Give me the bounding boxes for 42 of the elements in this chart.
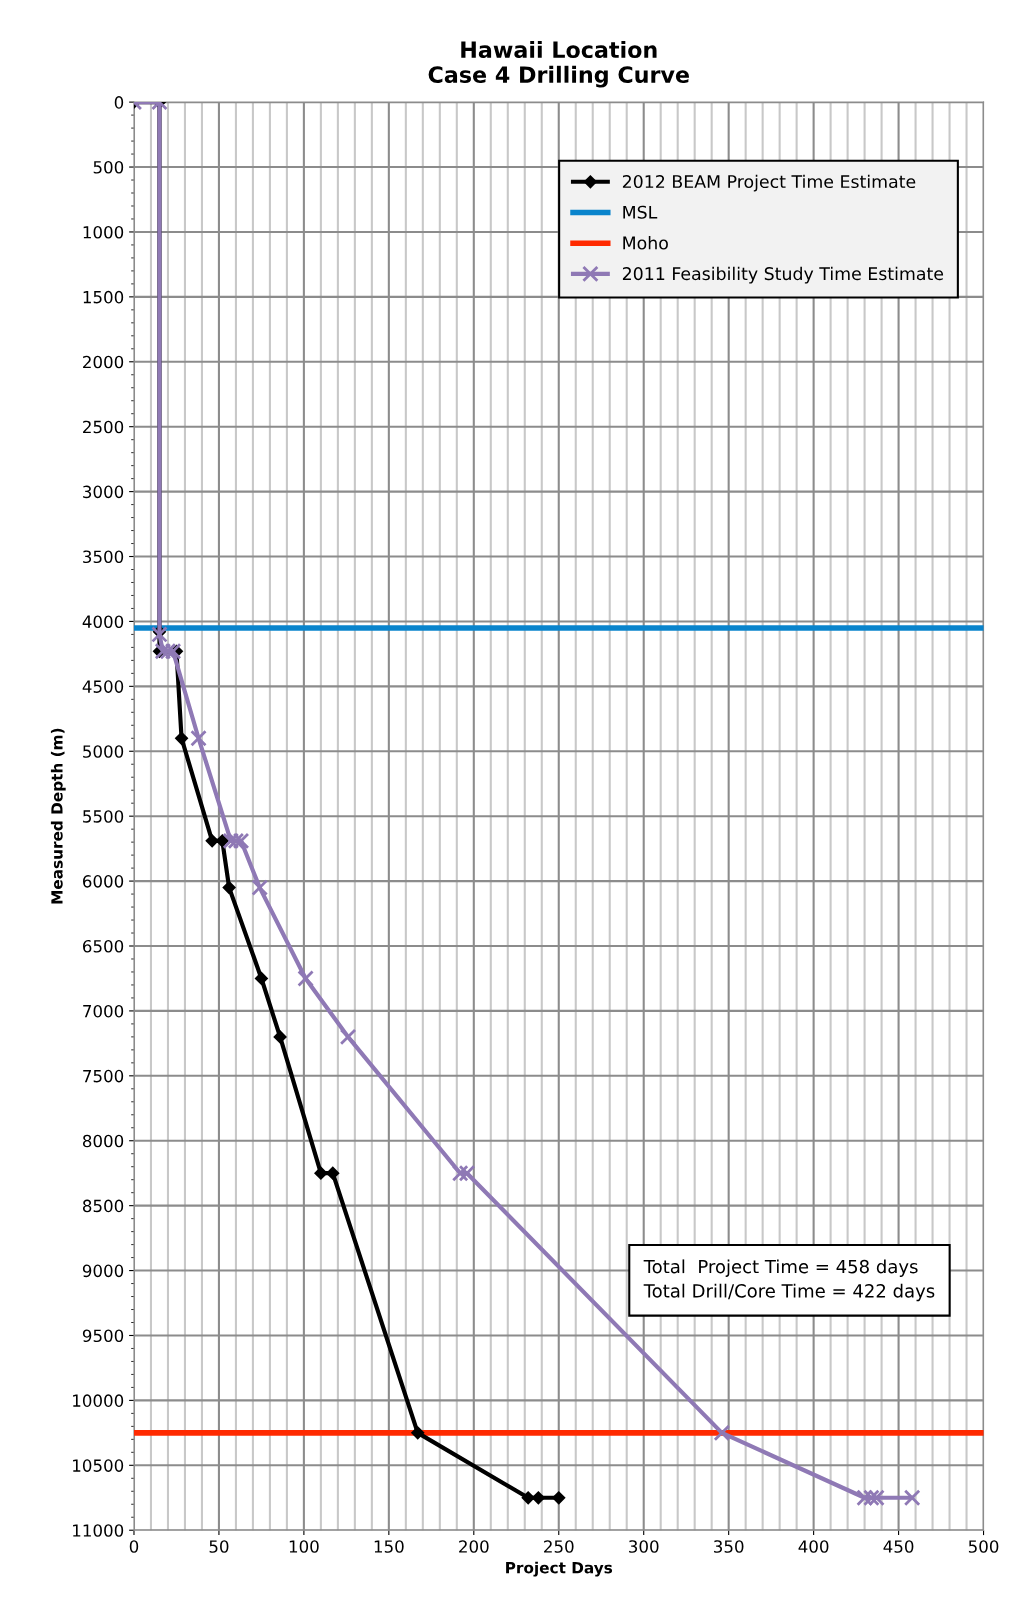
legend-label: 2011 Feasibility Study Time Estimate	[622, 266, 944, 284]
y-tick-label: 4000	[82, 615, 124, 628]
y-tick-label: 6000	[83, 875, 124, 888]
y-tick-label: 8000	[82, 1134, 124, 1148]
y-tick-label: 1000	[83, 225, 124, 239]
chart-title: Hawaii Location Case 4 Drilling Curve	[428, 40, 689, 88]
x-tick-label: 0	[129, 1540, 139, 1553]
y-tick-label: 7500	[83, 1069, 124, 1083]
y-tick-label: 11000	[73, 1524, 124, 1537]
x-tick-label: 500	[968, 1540, 999, 1553]
y-tick-label: 5000	[83, 745, 124, 758]
x-tick-label: 350	[714, 1540, 744, 1553]
y-tick-label: 8500	[82, 1199, 124, 1213]
y-tick-label: 7000	[83, 1004, 124, 1018]
y-tick-label: 3500	[83, 550, 124, 564]
y-tick-label: 9000	[82, 1264, 124, 1278]
y-tick-label: 0	[114, 96, 124, 109]
x-axis-title: Project Days	[506, 1561, 613, 1577]
x-tick-label: 50	[209, 1540, 229, 1553]
y-tick-label: 500	[93, 161, 124, 174]
x-tick-label: 400	[798, 1540, 829, 1553]
y-tick-label: 10000	[73, 1394, 124, 1407]
y-tick-label: 1500	[83, 290, 124, 304]
y-axis-title: Measured Depth (m)	[50, 728, 66, 904]
x-tick-label: 450	[883, 1540, 914, 1553]
x-tick-label: 250	[544, 1540, 574, 1553]
y-tick-label: 4500	[82, 680, 124, 693]
y-tick-label: 9500	[82, 1329, 124, 1343]
y-tick-label: 6500	[83, 939, 124, 953]
y-tick-label: 3000	[83, 485, 124, 499]
x-tick-label: 300	[629, 1540, 659, 1553]
y-tick-label: 2000	[83, 355, 124, 369]
legend-label: 2012 BEAM Project Time Estimate	[622, 174, 916, 192]
y-tick-label: 5500	[83, 810, 124, 823]
y-tick-label: 2500	[83, 420, 124, 434]
annotation: Total Project Time = 458 days Total Drill/Core Time = 422 days	[643, 1259, 935, 1302]
y-tick-label: 10500	[73, 1459, 124, 1472]
x-tick-label: 200	[459, 1540, 489, 1553]
x-tick-label: 100	[289, 1540, 319, 1553]
x-tick-label: 150	[374, 1540, 404, 1553]
legend-label: Moho	[623, 236, 668, 250]
legend-label: MSL	[623, 205, 658, 219]
